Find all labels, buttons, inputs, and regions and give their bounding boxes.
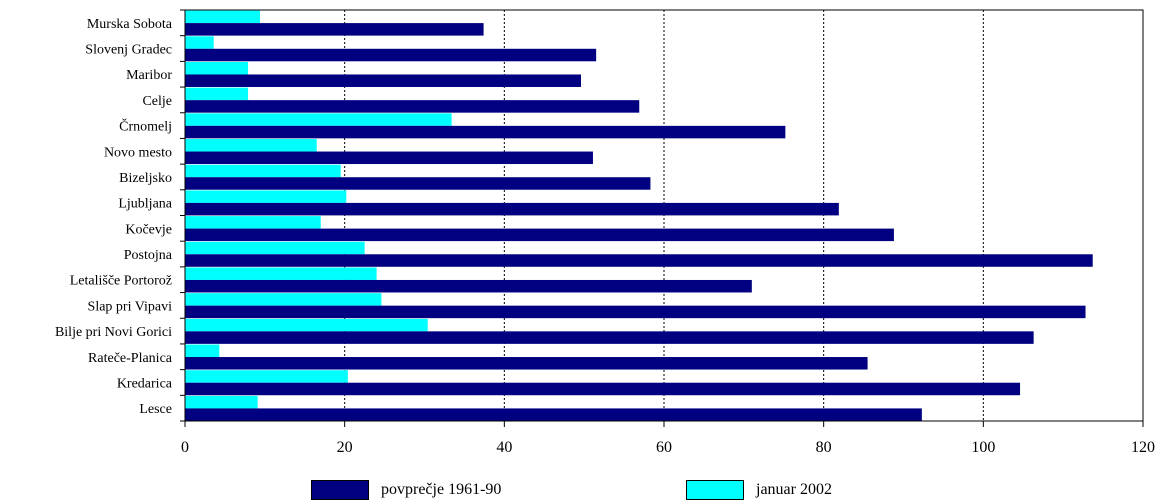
x-tick-label: 80 bbox=[816, 439, 832, 456]
category-label: Bizeljsko bbox=[119, 171, 172, 186]
category-label: Postojna bbox=[124, 248, 173, 263]
category-label: Slap pri Vipavi bbox=[88, 299, 173, 314]
bar-povprecje-1961-90 bbox=[185, 48, 597, 62]
x-tick-label: 0 bbox=[181, 439, 189, 456]
category-label: Slovenj Gradec bbox=[85, 43, 172, 58]
bar-januar-2002 bbox=[185, 190, 347, 203]
category-label: Letališče Portorož bbox=[70, 274, 172, 289]
tick-labels: 0 20 40 60 80 100 120 bbox=[181, 439, 1155, 456]
legend-label-povprecje: povprečje 1961-90 bbox=[381, 481, 502, 498]
bar-povprecje-1961-90 bbox=[185, 357, 868, 370]
bar-povprecje-1961-90 bbox=[185, 100, 640, 113]
x-tick-label: 120 bbox=[1131, 439, 1155, 456]
category-labels: Murska Sobota Slovenj Gradec Maribor Celje Č… bbox=[55, 17, 173, 417]
category-label: Kočevje bbox=[125, 222, 172, 237]
bar-januar-2002 bbox=[185, 267, 377, 280]
legend-swatch-povprecje bbox=[311, 480, 369, 500]
category-label: Murska Sobota bbox=[87, 17, 173, 32]
bar-januar-2002 bbox=[185, 216, 321, 229]
bar-januar-2002 bbox=[185, 36, 214, 49]
bar-povprecje-1961-90 bbox=[185, 151, 593, 165]
bar-januar-2002 bbox=[185, 241, 365, 255]
bar-povprecje-1961-90 bbox=[185, 125, 786, 139]
x-tick-label: 20 bbox=[337, 439, 353, 456]
category-label: Ljubljana bbox=[118, 197, 172, 212]
legend-label-januar: januar 2002 bbox=[756, 481, 832, 498]
bar-januar-2002 bbox=[185, 395, 258, 409]
bar-povprecje-1961-90 bbox=[185, 305, 1086, 319]
bar-povprecje-1961-90 bbox=[185, 74, 581, 87]
legend: povprečje 1961-90 januar 2002 bbox=[0, 479, 1156, 502]
bars bbox=[185, 10, 1093, 421]
category-label: Maribor bbox=[126, 68, 172, 83]
bar-povprecje-1961-90 bbox=[185, 228, 894, 242]
bar-januar-2002 bbox=[185, 164, 341, 178]
legend-swatch-januar bbox=[686, 480, 744, 500]
bar-januar-2002 bbox=[185, 87, 249, 101]
category-label: Rateče-Planica bbox=[88, 351, 173, 366]
bar-januar-2002 bbox=[185, 293, 382, 306]
bar-povprecje-1961-90 bbox=[185, 177, 651, 190]
category-label: Celje bbox=[142, 94, 172, 109]
bar-januar-2002 bbox=[185, 318, 428, 332]
bar-povprecje-1961-90 bbox=[185, 279, 752, 293]
x-tick-label: 60 bbox=[656, 439, 672, 456]
bar-januar-2002 bbox=[185, 61, 249, 75]
bar-povprecje-1961-90 bbox=[185, 254, 1093, 267]
bar-januar-2002 bbox=[185, 139, 317, 152]
category-label: Kredarica bbox=[117, 376, 173, 391]
bar-povprecje-1961-90 bbox=[185, 23, 484, 36]
bar-povprecje-1961-90 bbox=[185, 202, 839, 216]
x-tick-label: 40 bbox=[496, 439, 512, 456]
bar-januar-2002 bbox=[185, 344, 220, 358]
legend-item-januar: januar 2002 bbox=[686, 479, 832, 501]
category-label: Črnomelj bbox=[119, 118, 172, 135]
bar-januar-2002 bbox=[185, 370, 348, 383]
bar-povprecje-1961-90 bbox=[185, 331, 1034, 344]
category-label: Novo mesto bbox=[104, 145, 172, 160]
category-label: Lesce bbox=[139, 402, 172, 417]
bar-povprecje-1961-90 bbox=[185, 408, 922, 421]
category-label: Bilje pri Novi Gorici bbox=[55, 325, 172, 340]
bar-januar-2002 bbox=[185, 10, 261, 24]
x-tick-label: 100 bbox=[971, 439, 995, 456]
bar-povprecje-1961-90 bbox=[185, 382, 1021, 396]
bar-januar-2002 bbox=[185, 113, 452, 126]
bar-chart: Murska Sobota Slovenj Gradec Maribor Celje Č… bbox=[55, 9, 1155, 456]
legend-item-povprecje: povprečje 1961-90 bbox=[311, 479, 501, 501]
axes bbox=[180, 9, 1144, 427]
